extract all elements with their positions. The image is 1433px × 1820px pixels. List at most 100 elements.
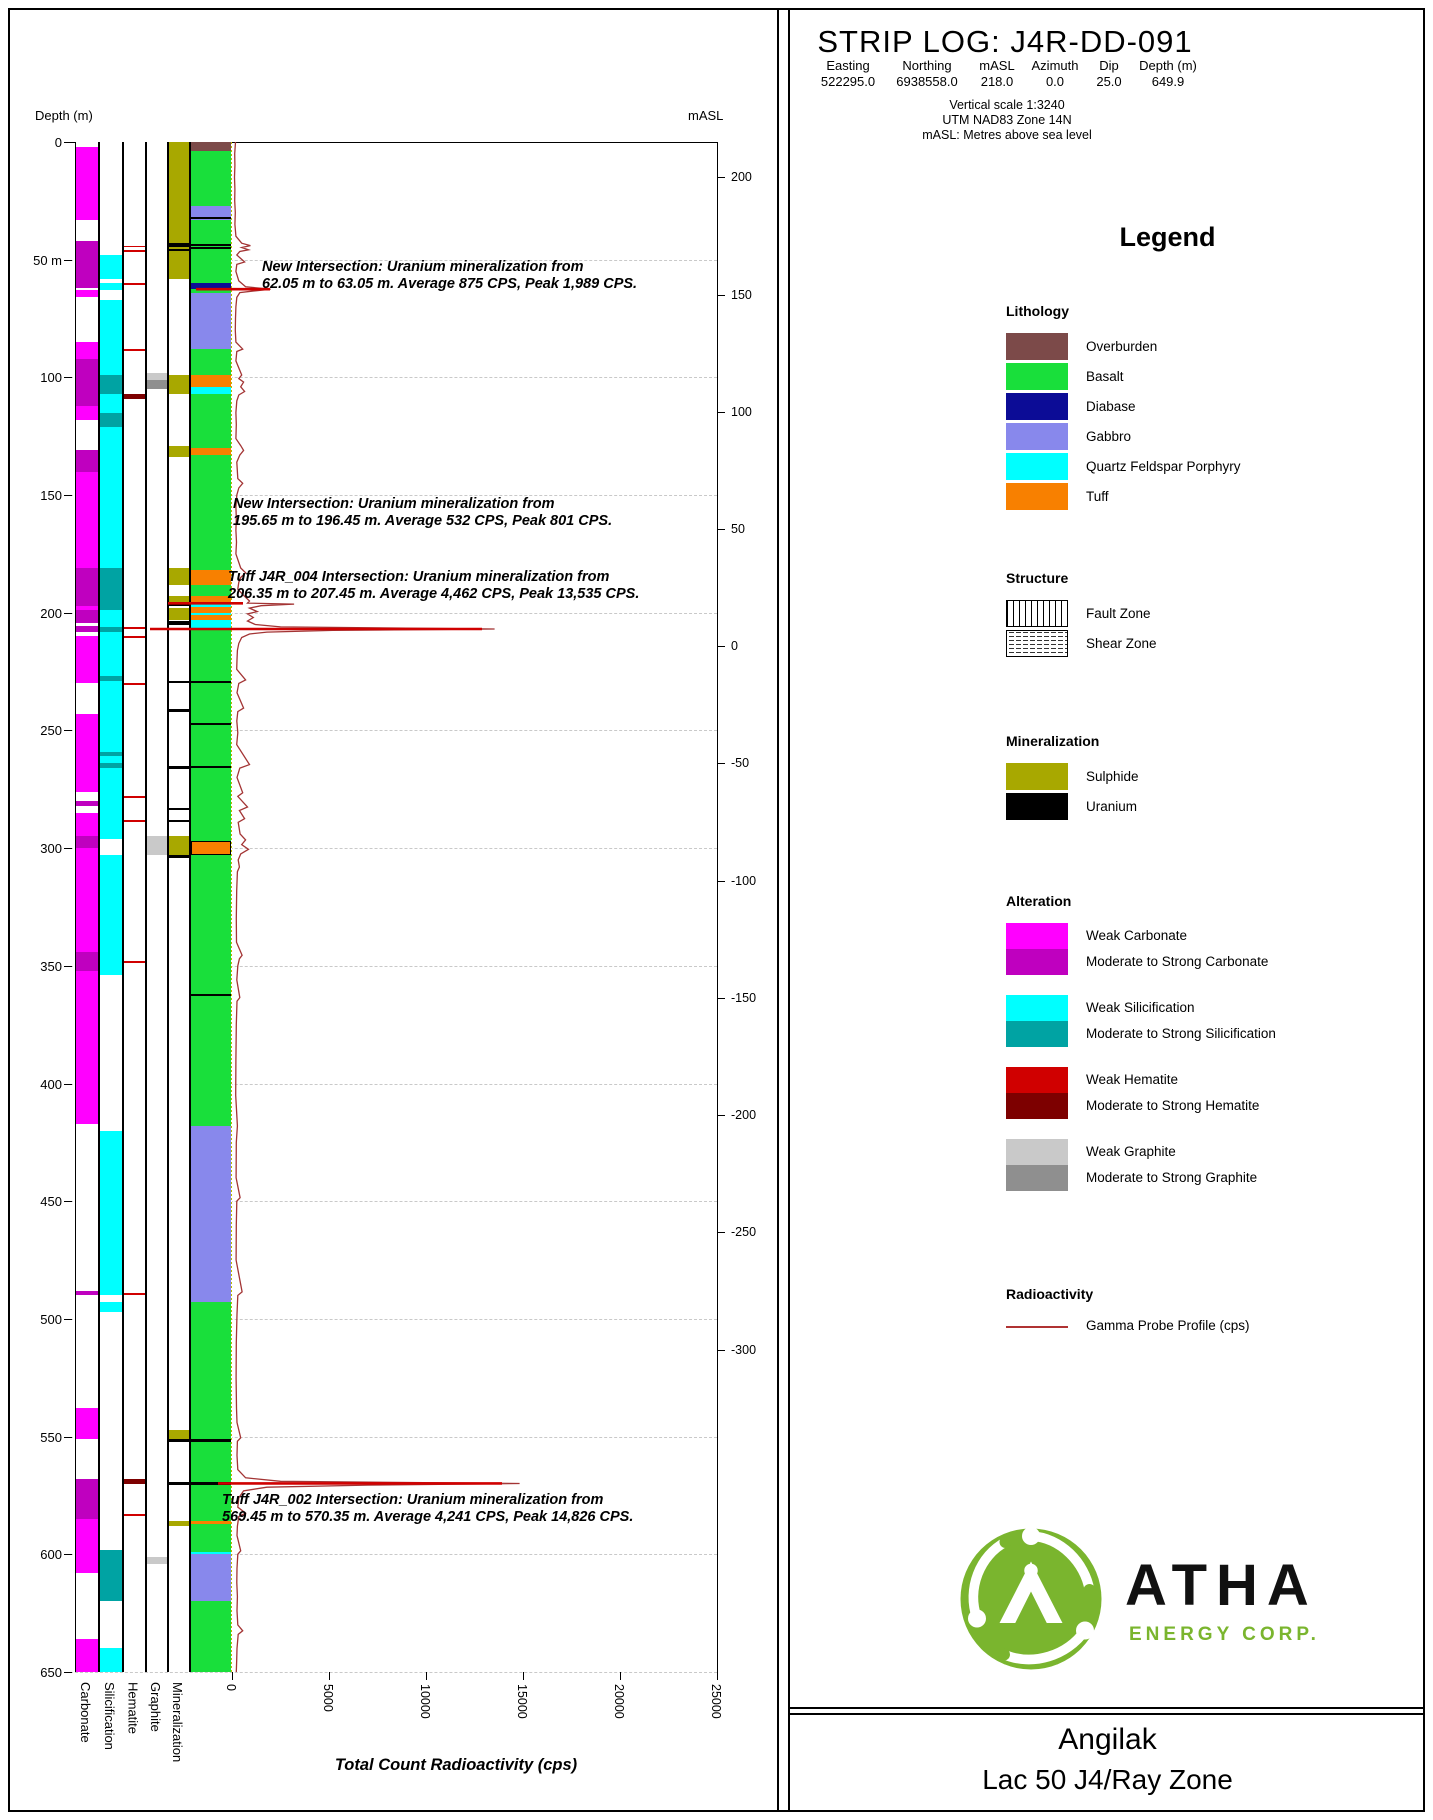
lithology-interval-tuff <box>191 1521 231 1525</box>
hematite-weak-line <box>124 1293 145 1295</box>
depth-tick <box>64 1201 72 1203</box>
legend-swatch-weak <box>1006 923 1068 949</box>
x-axis-title: Total Count Radioactivity (cps) <box>334 1756 578 1774</box>
legend-swatch-shear-zone <box>1006 630 1068 657</box>
lithology-interval-basalt <box>191 1601 231 1672</box>
uranium-interval <box>169 1481 189 1486</box>
lithology-interval-overburden <box>191 142 231 152</box>
carbonate-weak-interval <box>76 605 98 611</box>
intersection-annotation: Tuff J4R_004 Intersection: Uranium miner… <box>228 569 639 603</box>
silicification-weak-interval <box>100 768 122 839</box>
sulphide-interval <box>169 836 189 856</box>
carbonate-weak-interval <box>76 1519 98 1574</box>
lithology-interval-basalt <box>191 393 231 448</box>
legend-swatch-sulphide <box>1006 763 1068 790</box>
depth-tick <box>64 965 72 967</box>
carbonate-weak-interval <box>76 848 98 952</box>
legend-swatch-weak <box>1006 1139 1068 1165</box>
legend-swatch-quartz-feldspar-porphyry <box>1006 453 1068 480</box>
legend-swatch-gabbro <box>1006 423 1068 450</box>
legend-label: Moderate to Strong Graphite <box>1086 1170 1258 1185</box>
masl-tick-label: -100 <box>731 873 757 888</box>
legend-section-title: Lithology <box>1006 303 1069 319</box>
masl-tick <box>717 1232 725 1234</box>
depth-tick-label: 650 <box>40 1665 62 1680</box>
depth-tick <box>64 1554 72 1556</box>
hematite-weak-line <box>124 1514 145 1517</box>
lithology-interval-basalt <box>191 289 231 293</box>
annotation-line: New Intersection: Uranium mineralization… <box>233 496 555 513</box>
masl-tick-label: 50 <box>731 521 745 536</box>
lithology-interval-diabase <box>191 283 231 290</box>
silicification-strong-interval <box>100 375 122 394</box>
depth-tick-label: 200 <box>40 605 62 621</box>
cps-axis-tick <box>620 1672 621 1680</box>
uranium-interval <box>169 1438 189 1442</box>
annotation-line: 195.65 m to 196.45 m. Average 532 CPS, P… <box>233 513 613 530</box>
cps-tick-label: 0 <box>224 1684 238 1691</box>
track-label-silicification: Silicification <box>102 1682 117 1750</box>
legend-label: Tuff <box>1086 489 1109 504</box>
carbonate-strong-interval <box>76 836 98 849</box>
carbonate-weak-interval <box>76 471 98 569</box>
hematite-weak-line <box>124 683 145 686</box>
lithology-interval-tuff <box>191 448 231 456</box>
silicification-strong-interval <box>100 763 122 769</box>
track-label-graphite: Graphite <box>148 1682 163 1732</box>
lithology-interval-uranium <box>191 243 231 246</box>
silicification-strong-interval <box>100 751 122 757</box>
depth-tick <box>64 259 72 261</box>
cps-axis-tick <box>329 1672 330 1680</box>
uranium-interval <box>169 765 189 770</box>
collar-field: Easting 522295.0 <box>812 58 884 90</box>
collar-info-table: Easting 522295.0 Northing 6938558.0 mASL 218.… <box>812 58 1204 90</box>
legend-label: Basalt <box>1086 369 1124 384</box>
uranium-interval <box>169 855 189 858</box>
masl-tick <box>717 880 725 882</box>
depth-tick <box>64 848 72 850</box>
legend-swatch-tuff <box>1006 483 1068 510</box>
legend-label: Fault Zone <box>1086 606 1151 621</box>
masl-tick <box>717 1115 725 1117</box>
collar-field: Northing 6938558.0 <box>884 58 970 90</box>
lithology-interval-uranium <box>191 994 231 997</box>
intersection-annotation: Tuff J4R_002 Intersection: Uranium miner… <box>222 1492 633 1526</box>
collar-field-label: Easting <box>826 58 870 73</box>
cps-tick-label: 25000 <box>709 1684 723 1719</box>
carbonate-weak-interval <box>76 405 98 420</box>
sulphide-interval <box>169 1521 189 1527</box>
legend-section-title: Mineralization <box>1006 733 1100 749</box>
masl-tick-label: 100 <box>731 404 752 419</box>
uranium-interval <box>169 709 189 712</box>
lithology-interval-tuff <box>191 615 231 620</box>
sulphide-interval <box>169 608 189 620</box>
zone-name: Lac 50 J4/Ray Zone <box>982 1764 1233 1795</box>
intersection-annotation: New Intersection: Uranium mineralization… <box>262 259 637 293</box>
legend-gamma-line-swatch <box>1006 1326 1068 1328</box>
silicification-strong-interval <box>100 412 122 427</box>
lithology-interval-tuff <box>191 841 231 856</box>
uranium-interval <box>169 808 189 811</box>
carbonate-weak-interval <box>76 290 98 298</box>
carbonate-strong-interval <box>76 1290 98 1296</box>
legend-label: Weak Carbonate <box>1086 928 1188 943</box>
collar-field-label: Northing <box>902 58 952 73</box>
cps-axis-tick <box>426 1672 427 1680</box>
legend-swatch-overburden <box>1006 333 1068 360</box>
carbonate-weak-interval <box>76 342 98 359</box>
lithology-interval-uranium <box>191 1481 231 1486</box>
hematite-weak-line <box>124 626 145 629</box>
depth-tick-label: 500 <box>40 1311 62 1327</box>
silicification-weak-interval <box>100 426 122 569</box>
legend-label: Gamma Probe Profile (cps) <box>1086 1318 1250 1333</box>
collar-field-value: 25.0 <box>1096 74 1122 89</box>
lithology-interval-basalt <box>191 151 231 206</box>
scale-notes: Vertical scale 1:3240 UTM NAD83 Zone 14N m… <box>812 98 1202 143</box>
lithology-interval-qfp <box>191 603 231 607</box>
graphite-track <box>146 142 168 1672</box>
masl-tick <box>717 411 725 413</box>
silicification-weak-interval <box>100 283 122 291</box>
depth-axis-label: Depth (m) <box>35 108 93 123</box>
silicification-weak-interval <box>100 610 122 627</box>
hematite-weak-line <box>124 796 145 799</box>
